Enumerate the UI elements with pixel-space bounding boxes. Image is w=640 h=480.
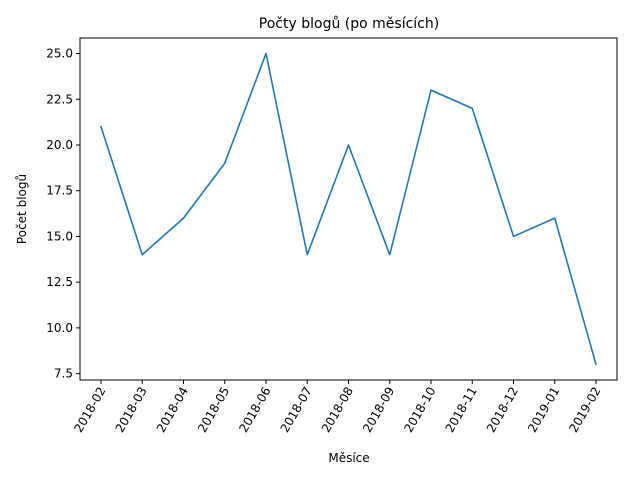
x-tick-label: 2018-02 bbox=[71, 385, 108, 435]
x-tick-label: 2018-12 bbox=[484, 385, 521, 435]
y-tick-label: 10.0 bbox=[46, 321, 73, 335]
y-tick-label: 17.5 bbox=[46, 184, 73, 198]
series-line bbox=[100, 52, 597, 366]
x-tick-label: 2018-10 bbox=[401, 385, 438, 435]
x-tick-label: 2018-04 bbox=[154, 385, 191, 435]
x-tick-label: 2018-08 bbox=[319, 385, 356, 435]
y-tick-label: 25.0 bbox=[46, 47, 73, 61]
x-tick-label: 2018-07 bbox=[278, 385, 315, 435]
x-tick-label: 2018-06 bbox=[236, 385, 273, 435]
y-axis-label: Počet blogů bbox=[15, 174, 29, 244]
y-tick-label: 7.5 bbox=[54, 367, 73, 381]
y-tick-label: 12.5 bbox=[46, 275, 73, 289]
plot-series bbox=[100, 52, 597, 366]
x-tick-label: 2018-05 bbox=[195, 385, 232, 435]
y-tick-label: 22.5 bbox=[46, 92, 73, 106]
y-tick-label: 15.0 bbox=[46, 229, 73, 243]
x-tick-label: 2018-09 bbox=[360, 385, 397, 435]
x-tick-label: 2019-02 bbox=[566, 385, 603, 435]
x-tick-label: 2018-11 bbox=[443, 385, 480, 435]
y-tick-label: 20.0 bbox=[46, 138, 73, 152]
x-axis: 2018-02 2018-03 2018-04 2018-05 2018-06 2018-… bbox=[71, 380, 604, 435]
plot-frame bbox=[79, 37, 618, 381]
x-tick-label: 2019-01 bbox=[525, 385, 562, 435]
chart-title: Počty blogů (po měsících) bbox=[259, 16, 439, 32]
x-axis-label: Měsíce bbox=[328, 451, 369, 465]
y-axis: 7.5 10.0 12.5 15.0 17.5 20.0 22.5 25.0 bbox=[46, 47, 80, 381]
x-tick-label: 2018-03 bbox=[113, 385, 150, 435]
